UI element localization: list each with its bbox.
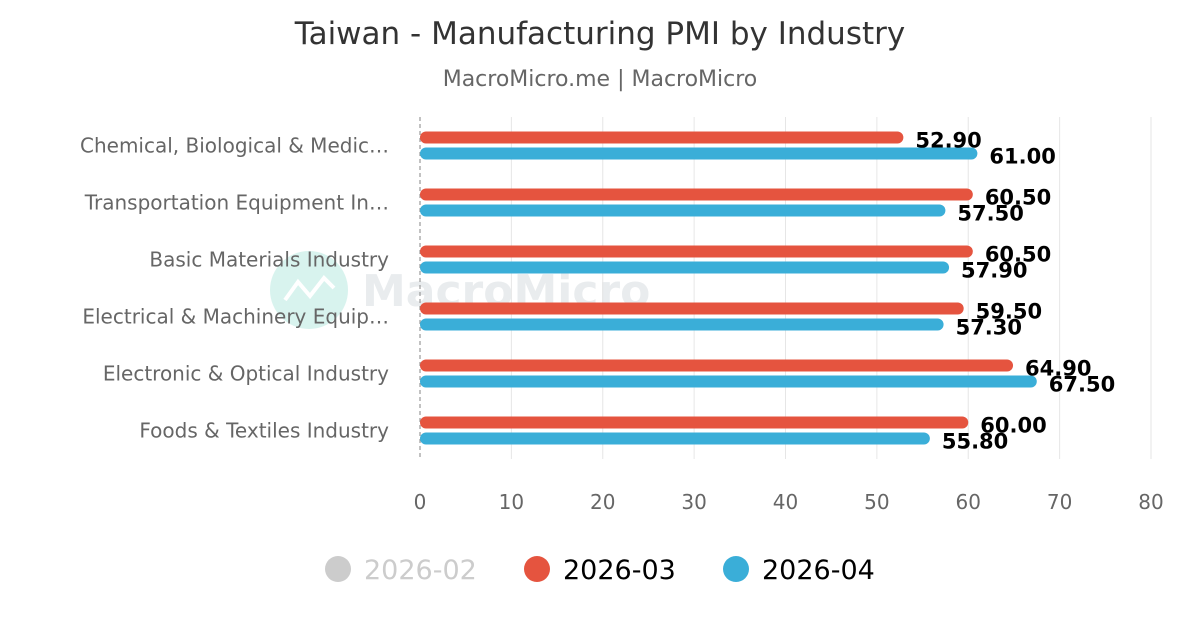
x-tick-label: 60 — [956, 490, 981, 514]
category-label: Electrical & Machinery Equip… — [82, 305, 389, 329]
data-label: 61.00 — [989, 145, 1055, 169]
category-label: Transportation Equipment In… — [84, 191, 389, 215]
legend-label-2026-02[interactable]: 2026-02 — [364, 555, 477, 586]
x-tick-label: 10 — [499, 490, 524, 514]
watermark-logo-icon — [270, 251, 348, 329]
x-tick-label: 50 — [864, 490, 889, 514]
x-tick-label: 30 — [681, 490, 706, 514]
legend-label-2026-03[interactable]: 2026-03 — [563, 555, 676, 586]
bar-2026-04-4[interactable] — [420, 375, 1037, 388]
data-label: 57.90 — [961, 259, 1027, 283]
data-label: 59.50 — [976, 300, 1042, 324]
legend-marker-2026-03[interactable] — [524, 556, 550, 582]
data-label: 67.50 — [1049, 373, 1115, 397]
bar-2026-03-4[interactable] — [420, 359, 1014, 372]
bar-2026-04-1[interactable] — [420, 204, 946, 217]
legend-label-2026-04[interactable]: 2026-04 — [762, 555, 875, 586]
x-tick-label: 80 — [1138, 490, 1163, 514]
bar-2026-04-3[interactable] — [420, 318, 944, 331]
watermark-chart-icon — [283, 274, 336, 302]
x-tick-label: 20 — [590, 490, 615, 514]
category-label: Basic Materials Industry — [149, 248, 389, 272]
legend-marker-2026-02[interactable] — [325, 556, 351, 582]
data-labels: 52.9061.0060.5057.5060.5057.9059.5057.30… — [915, 129, 1115, 454]
bar-2026-04-5[interactable] — [420, 432, 930, 445]
bar-2026-03-0[interactable] — [420, 131, 904, 144]
data-label: 60.00 — [980, 414, 1046, 438]
chart-subtitle: MacroMicro.me | MacroMicro — [443, 67, 758, 92]
bar-2026-03-3[interactable] — [420, 302, 964, 315]
category-label: Chemical, Biological & Medic… — [80, 134, 389, 158]
bar-2026-04-2[interactable] — [420, 261, 950, 274]
data-label: 52.90 — [915, 129, 981, 153]
data-label: 64.90 — [1025, 357, 1091, 381]
legend-marker-2026-04[interactable] — [723, 556, 749, 582]
bar-2026-03-5[interactable] — [420, 416, 969, 429]
bar-2026-04-0[interactable] — [420, 147, 978, 160]
data-label: 60.50 — [985, 243, 1051, 267]
x-tick-label: 0 — [414, 490, 427, 514]
data-label: 55.80 — [942, 430, 1008, 454]
grid — [510, 117, 1152, 459]
y-axis-categories: Chemical, Biological & Medic… Transportat… — [80, 134, 389, 443]
bars — [420, 131, 1037, 445]
data-label: 60.50 — [985, 186, 1051, 210]
chart-title: Taiwan - Manufacturing PMI by Industry — [294, 16, 905, 52]
bar-2026-03-1[interactable] — [420, 188, 973, 201]
legend: 2026-02 2026-03 2026-04 — [325, 555, 875, 586]
x-tick-label: 70 — [1047, 490, 1072, 514]
x-axis-ticks: 0 10 20 30 40 50 60 70 80 — [414, 490, 1164, 514]
data-label: 57.50 — [957, 202, 1023, 226]
bar-2026-03-2[interactable] — [420, 245, 973, 258]
data-label: 57.30 — [956, 316, 1022, 340]
x-tick-label: 40 — [773, 490, 798, 514]
category-label: Foods & Textiles Industry — [139, 419, 389, 443]
category-label: Electronic & Optical Industry — [103, 362, 389, 386]
